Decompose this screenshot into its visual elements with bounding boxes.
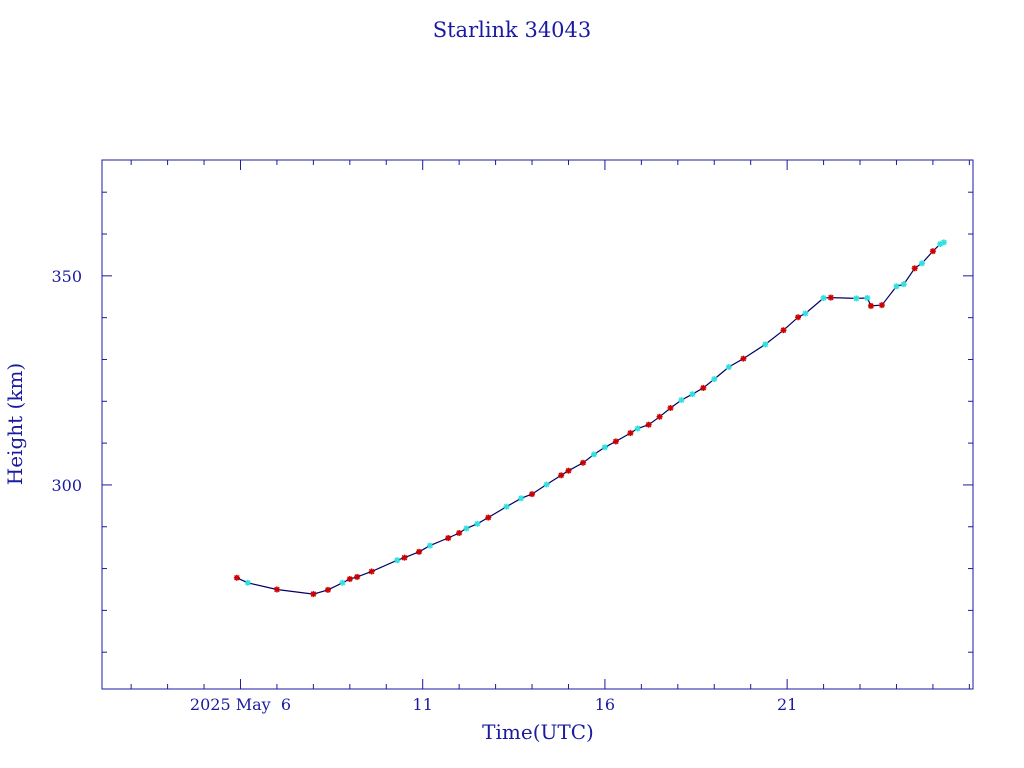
data-point [485, 514, 492, 521]
data-point [445, 535, 452, 542]
data-point [725, 364, 732, 370]
plot-frame [101, 159, 974, 690]
data-point [339, 579, 346, 586]
data-point [529, 491, 536, 498]
data-point [795, 314, 802, 321]
data-point [893, 283, 900, 290]
series-line [236, 241, 945, 595]
data-point [310, 591, 317, 598]
data-point [463, 525, 470, 532]
data-point [324, 586, 331, 593]
data-point [543, 481, 550, 488]
data-point [565, 467, 572, 474]
data-point [853, 295, 860, 302]
x-tick-label: 11 [413, 695, 433, 714]
tick-labels: 2025 May 6 11 16 21 300 350 [51, 267, 797, 714]
data-point [878, 302, 885, 309]
data-point [667, 404, 674, 411]
data-point [940, 239, 947, 246]
data-point [273, 586, 280, 593]
data-point [590, 451, 597, 458]
data-point [827, 294, 834, 301]
data-point [416, 548, 423, 555]
data-point [900, 281, 907, 288]
data-point [762, 341, 769, 348]
data-point [678, 397, 685, 404]
y-tick-label: 300 [51, 476, 82, 495]
data-point [354, 573, 361, 580]
data-point [700, 384, 707, 391]
data-point [518, 495, 525, 502]
chart-title: Starlink 34043 [433, 18, 592, 42]
data-point [911, 265, 918, 272]
data-point [401, 554, 408, 561]
data-point [456, 530, 463, 537]
data-point [601, 444, 608, 451]
y-tick-label: 350 [51, 267, 82, 286]
x-axis-label: Time(UTC) [482, 720, 594, 744]
y-axis-label: Height (km) [3, 363, 27, 485]
data-point [711, 376, 718, 383]
data-point [867, 302, 874, 309]
data-point [558, 472, 565, 479]
height-line [236, 241, 945, 595]
data-point [394, 557, 401, 564]
data-point [426, 542, 433, 549]
x-tick-label: 16 [595, 695, 615, 714]
data-point [645, 421, 652, 428]
data-point [346, 576, 353, 583]
data-points [233, 239, 947, 598]
data-point [656, 413, 663, 420]
data-point [780, 327, 787, 334]
data-point [612, 438, 619, 445]
data-point [689, 391, 696, 398]
data-point [368, 568, 375, 575]
data-point [918, 260, 925, 267]
data-point [864, 295, 871, 301]
data-point [627, 430, 634, 437]
ticks [102, 160, 973, 689]
data-point [634, 425, 641, 432]
data-point [503, 503, 510, 510]
data-point [580, 459, 587, 466]
data-point [740, 355, 747, 362]
data-point [929, 248, 936, 255]
x-tick-label: 21 [777, 695, 797, 714]
data-point [233, 574, 240, 581]
data-point [820, 295, 827, 301]
data-point [244, 579, 251, 586]
data-point [474, 520, 481, 527]
x-tick-label: 2025 May 6 [190, 695, 291, 714]
data-point [802, 310, 809, 317]
